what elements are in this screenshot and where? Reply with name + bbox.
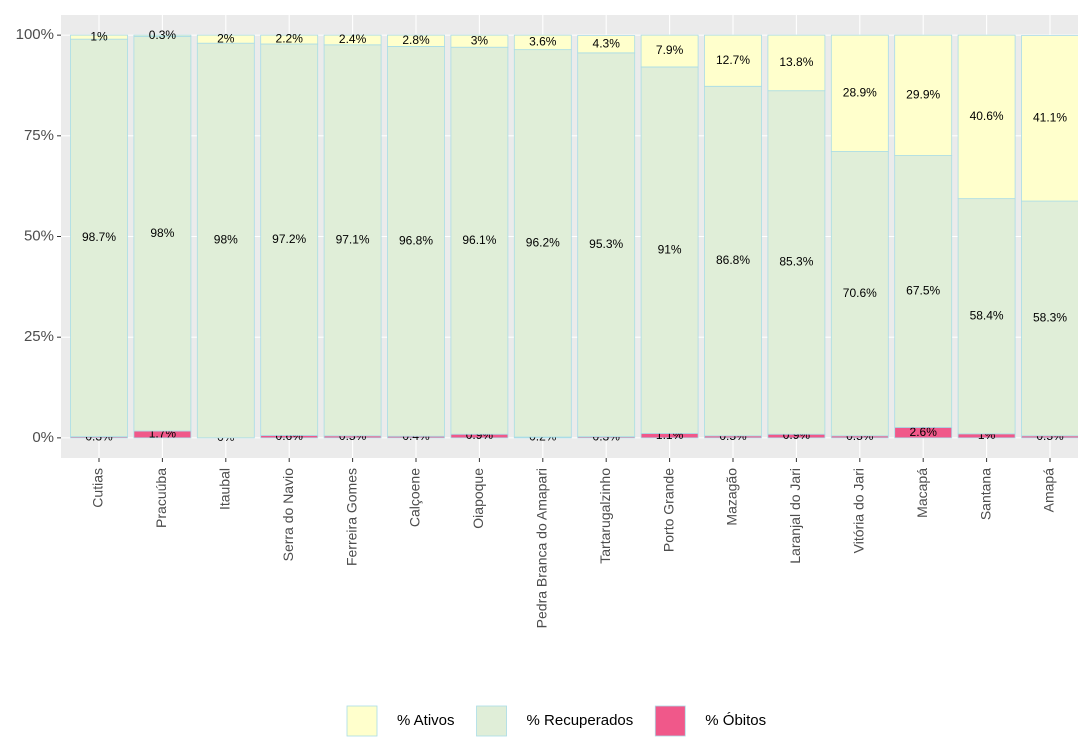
x-tick-label: Oiapoque bbox=[470, 468, 486, 529]
x-tick-label: Cutias bbox=[90, 468, 106, 508]
data-label: 40.6% bbox=[970, 109, 1004, 123]
bar-segment bbox=[894, 34, 953, 156]
bar-segment bbox=[830, 151, 889, 437]
legend-label: % Recuperados bbox=[527, 712, 634, 729]
bar-segment bbox=[640, 34, 699, 68]
x-tick-label: Porto Grande bbox=[660, 468, 676, 552]
data-label: 67.5% bbox=[906, 284, 940, 298]
bar-segment bbox=[260, 43, 319, 436]
bar-segment bbox=[133, 35, 192, 432]
bar-segment bbox=[450, 34, 509, 48]
bar-segment bbox=[957, 34, 1016, 200]
bar-segment bbox=[513, 49, 572, 438]
x-tick-label: Pedra Branca do Amapari bbox=[534, 468, 550, 628]
x-tick-label: Macapá bbox=[914, 468, 930, 518]
y-tick-label: 50% bbox=[24, 227, 54, 244]
bar-segment bbox=[577, 35, 636, 54]
data-label: 4.3% bbox=[593, 36, 621, 50]
bar-segment bbox=[767, 34, 826, 92]
legend-key bbox=[654, 705, 686, 737]
data-label: 2% bbox=[217, 31, 235, 45]
data-label: 2.6% bbox=[910, 425, 938, 439]
bar-segment bbox=[70, 38, 128, 438]
data-label: 29.9% bbox=[906, 88, 940, 102]
x-tick-label: Vitória do Jari bbox=[851, 468, 867, 553]
data-label: 1% bbox=[90, 29, 108, 43]
data-label: 2.2% bbox=[276, 32, 304, 46]
bar-segment bbox=[704, 85, 762, 437]
legend-label: % Ativos bbox=[397, 712, 455, 729]
x-tick-label: Serra do Navio bbox=[280, 468, 296, 562]
legend-key bbox=[476, 705, 507, 737]
x-tick-label: Amapá bbox=[1041, 468, 1057, 513]
bar-segment bbox=[513, 34, 572, 51]
bar-segment bbox=[70, 34, 128, 40]
bar-segment bbox=[704, 34, 762, 87]
x-tick-label: Tartarugalzinho bbox=[597, 468, 613, 564]
data-label: 96.1% bbox=[462, 233, 496, 247]
x-tick-label: Laranjal do Jari bbox=[787, 468, 803, 564]
legend-key bbox=[346, 705, 378, 737]
bar-segment bbox=[196, 42, 255, 439]
y-tick-label: 0% bbox=[32, 429, 54, 446]
x-tick-label: Calçoene bbox=[407, 468, 423, 527]
data-label: 97.2% bbox=[272, 232, 306, 246]
x-tick-label: Pracuúba bbox=[153, 468, 169, 528]
bar-segment bbox=[957, 198, 1016, 435]
bar-segment bbox=[196, 34, 255, 44]
data-label: 28.9% bbox=[843, 86, 877, 100]
bar-segment bbox=[577, 52, 636, 438]
bar-segment bbox=[450, 46, 509, 435]
x-tick-label: Mazagão bbox=[724, 468, 740, 526]
x-tick-label: Itaubal bbox=[217, 468, 233, 510]
data-label: 98.7% bbox=[82, 230, 116, 244]
bar-segment bbox=[323, 34, 382, 46]
data-label: 13.8% bbox=[779, 55, 813, 69]
x-tick-label: Ferreira Gomes bbox=[343, 468, 359, 566]
bar-segment bbox=[323, 44, 382, 437]
data-label: 58.3% bbox=[1033, 311, 1067, 325]
bar-segment bbox=[260, 34, 319, 45]
bar-segment bbox=[133, 34, 192, 37]
data-label: 70.6% bbox=[843, 286, 877, 300]
data-label: 58.4% bbox=[970, 308, 1004, 322]
y-tick-label: 25% bbox=[24, 328, 54, 345]
bar-segment bbox=[1021, 200, 1078, 437]
bar-segment bbox=[387, 34, 445, 47]
bar-segment bbox=[387, 46, 445, 437]
data-label: 98% bbox=[150, 226, 174, 240]
data-label: 91% bbox=[658, 242, 682, 256]
data-label: 3% bbox=[471, 33, 489, 47]
data-label: 41.1% bbox=[1033, 110, 1067, 124]
data-label: 96.2% bbox=[526, 236, 560, 250]
data-label: 96.8% bbox=[399, 234, 433, 248]
legend-label: % Óbitos bbox=[705, 712, 766, 729]
data-label: 12.7% bbox=[716, 53, 750, 67]
y-tick-label: 75% bbox=[24, 127, 54, 144]
data-label: 98% bbox=[214, 233, 238, 247]
data-label: 86.8% bbox=[716, 253, 750, 267]
data-label: 2.4% bbox=[339, 32, 367, 46]
data-label: 95.3% bbox=[589, 237, 623, 251]
data-label: 85.3% bbox=[779, 255, 813, 269]
data-label: 2.8% bbox=[402, 33, 430, 47]
bar-segment bbox=[830, 34, 889, 152]
data-label: 7.9% bbox=[656, 43, 684, 57]
data-label: 3.6% bbox=[529, 35, 557, 49]
y-tick-label: 100% bbox=[16, 26, 54, 43]
x-tick-label: Santana bbox=[977, 468, 993, 520]
data-label: 97.1% bbox=[336, 232, 370, 246]
bar-segment bbox=[767, 90, 826, 435]
data-label: 0.3% bbox=[149, 28, 177, 42]
bar-segment bbox=[1021, 35, 1078, 202]
